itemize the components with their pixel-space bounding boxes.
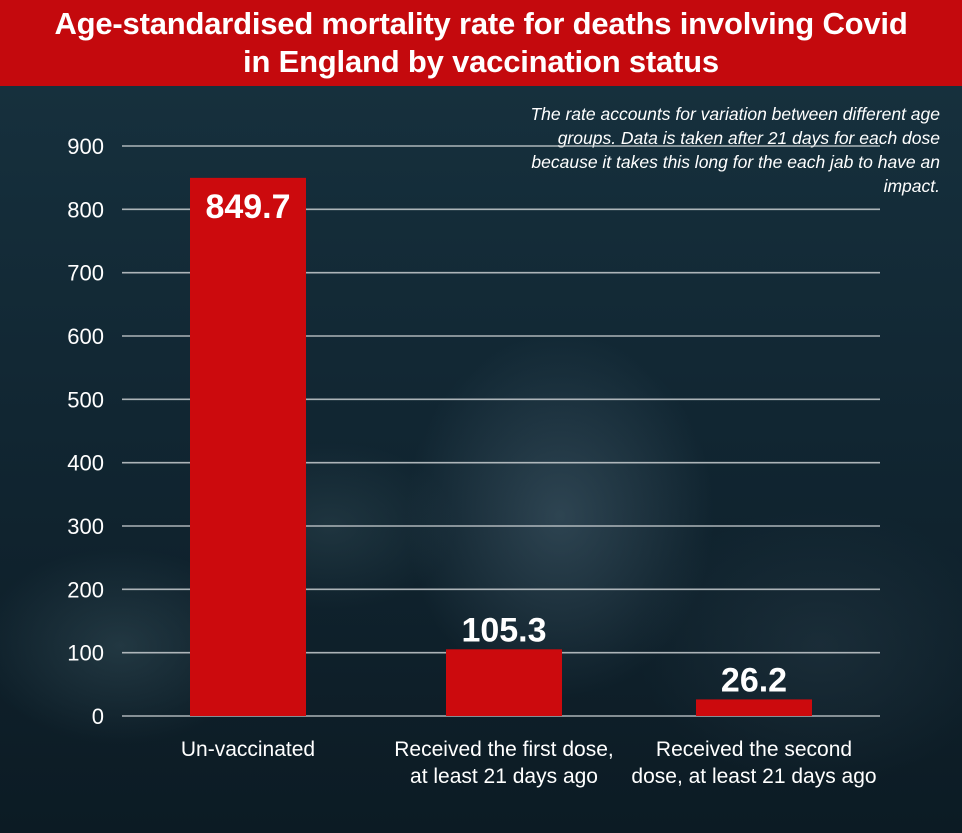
- chart-title: Age-standardised mortality rate for deat…: [11, 5, 951, 81]
- bar: [446, 649, 562, 716]
- y-tick-label: 300: [67, 514, 104, 539]
- y-tick-label: 900: [67, 134, 104, 159]
- y-tick-label: 0: [92, 704, 104, 729]
- x-axis-categories: Un-vaccinated Received the first dose, at …: [181, 738, 877, 788]
- data-label: 26.2: [721, 661, 787, 699]
- x-category-label: Un-vaccinated: [181, 738, 315, 761]
- x-category-label: at least 21 days ago: [410, 765, 598, 788]
- y-tick-label: 500: [67, 387, 104, 412]
- data-labels: 849.7 105.3 26.2: [205, 188, 787, 700]
- title-line-1: Age-standardised mortality rate for deat…: [54, 6, 908, 41]
- y-tick-label: 400: [67, 451, 104, 476]
- y-tick-label: 800: [67, 197, 104, 222]
- bar: [190, 177, 306, 716]
- methodology-note: The rate accounts for variation between …: [530, 104, 940, 196]
- title-line-2: in England by vaccination status: [243, 44, 719, 79]
- title-banner: Age-standardised mortality rate for deat…: [0, 0, 962, 86]
- data-label: 105.3: [461, 611, 546, 649]
- y-tick-label: 200: [67, 577, 104, 602]
- y-axis-ticks: 0 100 200 300 400 500 600 700 800 900: [67, 134, 104, 729]
- data-label: 849.7: [205, 188, 290, 226]
- y-tick-label: 100: [67, 641, 104, 666]
- x-category-label: Received the second: [656, 738, 852, 761]
- y-tick-label: 600: [67, 324, 104, 349]
- x-category-label: Received the first dose,: [394, 738, 613, 761]
- bars: [190, 177, 812, 716]
- bar: [696, 699, 812, 716]
- x-category-label: dose, at least 21 days ago: [631, 765, 876, 788]
- y-tick-label: 700: [67, 261, 104, 286]
